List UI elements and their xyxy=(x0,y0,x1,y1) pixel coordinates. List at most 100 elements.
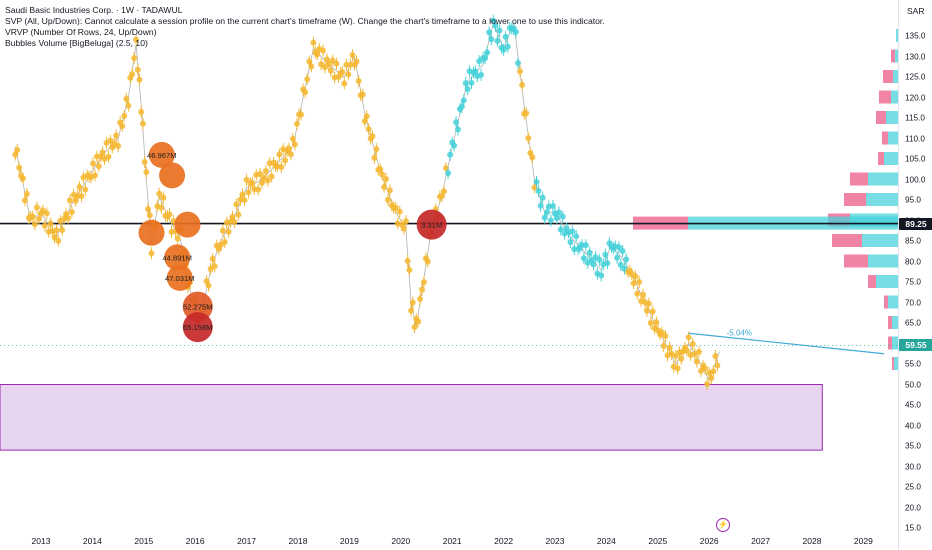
candle-marker xyxy=(241,197,248,204)
candle-marker xyxy=(90,160,97,167)
candle-marker xyxy=(262,167,269,174)
candle-marker xyxy=(492,22,499,29)
time-tick-label: 2017 xyxy=(237,536,257,546)
price-tick-label: 20.0 xyxy=(905,503,921,512)
time-axis[interactable]: ⚡ 2013 2014 2015 2016 2017 2018 2019 2020 2021 20… xyxy=(0,518,898,550)
price-chart[interactable]: -5.04% 46.967M 44.891M 47.031M 52.275M 65.158… xyxy=(0,0,898,528)
candle-marker xyxy=(533,178,540,185)
volume-bubble[interactable] xyxy=(182,312,213,343)
demand-zone[interactable] xyxy=(0,384,823,451)
price-tick-label: 35.0 xyxy=(905,441,921,451)
candle-marker xyxy=(678,355,685,362)
candle-marker xyxy=(402,218,409,225)
candle-marker xyxy=(373,146,380,153)
candle-marker xyxy=(557,226,564,233)
candle-marker xyxy=(596,256,603,263)
vp-bar-down xyxy=(888,336,892,350)
candle-marker xyxy=(640,291,647,298)
trendline-label: -5.04% xyxy=(727,328,752,337)
candle-marker xyxy=(460,97,467,104)
volume-bubble[interactable] xyxy=(182,291,213,322)
candle-marker xyxy=(486,29,493,36)
price-tick-label: 100.0 xyxy=(905,175,926,184)
candle-marker xyxy=(146,212,153,219)
candle-marker xyxy=(645,300,652,307)
candle-marker xyxy=(443,165,450,172)
vp-bar-down xyxy=(876,111,886,124)
candle-marker xyxy=(29,213,36,220)
candle-marker xyxy=(365,126,372,133)
price-tick-label: 45.0 xyxy=(905,400,921,410)
price-axis[interactable]: SAR 135.0 130.0 125.0 120.0 115.0 110.0 105.0 1… xyxy=(898,0,932,550)
candle-marker xyxy=(129,71,136,78)
candle-marker xyxy=(438,193,445,200)
candle-marker xyxy=(158,204,165,211)
flash-icon[interactable]: ⚡ xyxy=(716,518,730,532)
candle-marker xyxy=(209,255,216,262)
candle-marker xyxy=(134,66,141,73)
candle-marker xyxy=(408,307,415,314)
candle-marker xyxy=(231,218,238,225)
time-tick-label: 2027 xyxy=(751,536,771,546)
candle-marker xyxy=(714,362,721,369)
candle-marker xyxy=(221,238,228,245)
volume-bubble[interactable] xyxy=(174,211,201,238)
candle-marker xyxy=(379,171,386,178)
candle-marker xyxy=(647,319,654,326)
candle-marker xyxy=(396,208,403,215)
candle-marker xyxy=(320,47,327,54)
volume-bubble[interactable] xyxy=(164,244,191,271)
candle-marker xyxy=(76,183,83,190)
candle-marker xyxy=(666,344,673,351)
volume-bubble[interactable] xyxy=(148,141,175,168)
candle-marker xyxy=(310,39,317,46)
time-tick-label: 2015 xyxy=(134,536,154,546)
vp-bar-down xyxy=(891,49,895,63)
candle-marker xyxy=(35,215,42,222)
vp-bar-up xyxy=(866,193,898,206)
candle-marker xyxy=(598,272,605,279)
candle-marker xyxy=(105,153,112,160)
candle-marker xyxy=(619,248,626,255)
candle-marker xyxy=(712,353,719,360)
candle-marker xyxy=(547,217,554,224)
candle-marker xyxy=(447,151,454,158)
last-price-badge: 59.55 xyxy=(899,339,932,352)
candle-marker xyxy=(59,226,66,233)
candle-marker xyxy=(512,28,519,35)
candle-marker xyxy=(602,251,609,258)
time-tick-label: 2016 xyxy=(185,536,205,546)
candle-marker xyxy=(257,171,264,178)
candle-marker xyxy=(369,133,376,140)
vp-bar-up xyxy=(884,152,898,165)
candle-marker xyxy=(91,172,98,179)
candle-marker xyxy=(525,135,532,142)
volume-bubble[interactable] xyxy=(416,209,447,240)
hline-price-badge: 89.25 xyxy=(899,217,932,230)
volume-bubble[interactable] xyxy=(166,264,193,291)
currency-label: SAR xyxy=(907,6,925,16)
candle-marker xyxy=(617,261,624,268)
candle-marker xyxy=(386,187,393,194)
candle-marker xyxy=(586,249,593,256)
time-tick-label: 2013 xyxy=(31,536,51,546)
candle-marker xyxy=(47,220,54,227)
vp-bar-down xyxy=(879,90,891,104)
candle-marker xyxy=(381,184,388,191)
price-tick-label: 50.0 xyxy=(905,380,921,389)
candle-marker xyxy=(529,154,536,161)
volume-bubble[interactable] xyxy=(138,219,165,246)
candle-marker xyxy=(278,164,285,171)
bubble-label: 52.275M xyxy=(183,303,213,312)
candle-marker xyxy=(523,110,530,117)
candle-marker xyxy=(693,358,700,365)
candle-marker xyxy=(695,348,702,355)
candle-marker xyxy=(113,132,120,139)
candle-marker xyxy=(704,380,711,387)
price-tick-label: 30.0 xyxy=(905,462,921,471)
candle-marker xyxy=(415,318,422,325)
candle-marker xyxy=(490,17,497,24)
trendline[interactable] xyxy=(688,332,885,355)
candle-marker xyxy=(549,202,556,209)
volume-bubble[interactable] xyxy=(159,162,186,189)
